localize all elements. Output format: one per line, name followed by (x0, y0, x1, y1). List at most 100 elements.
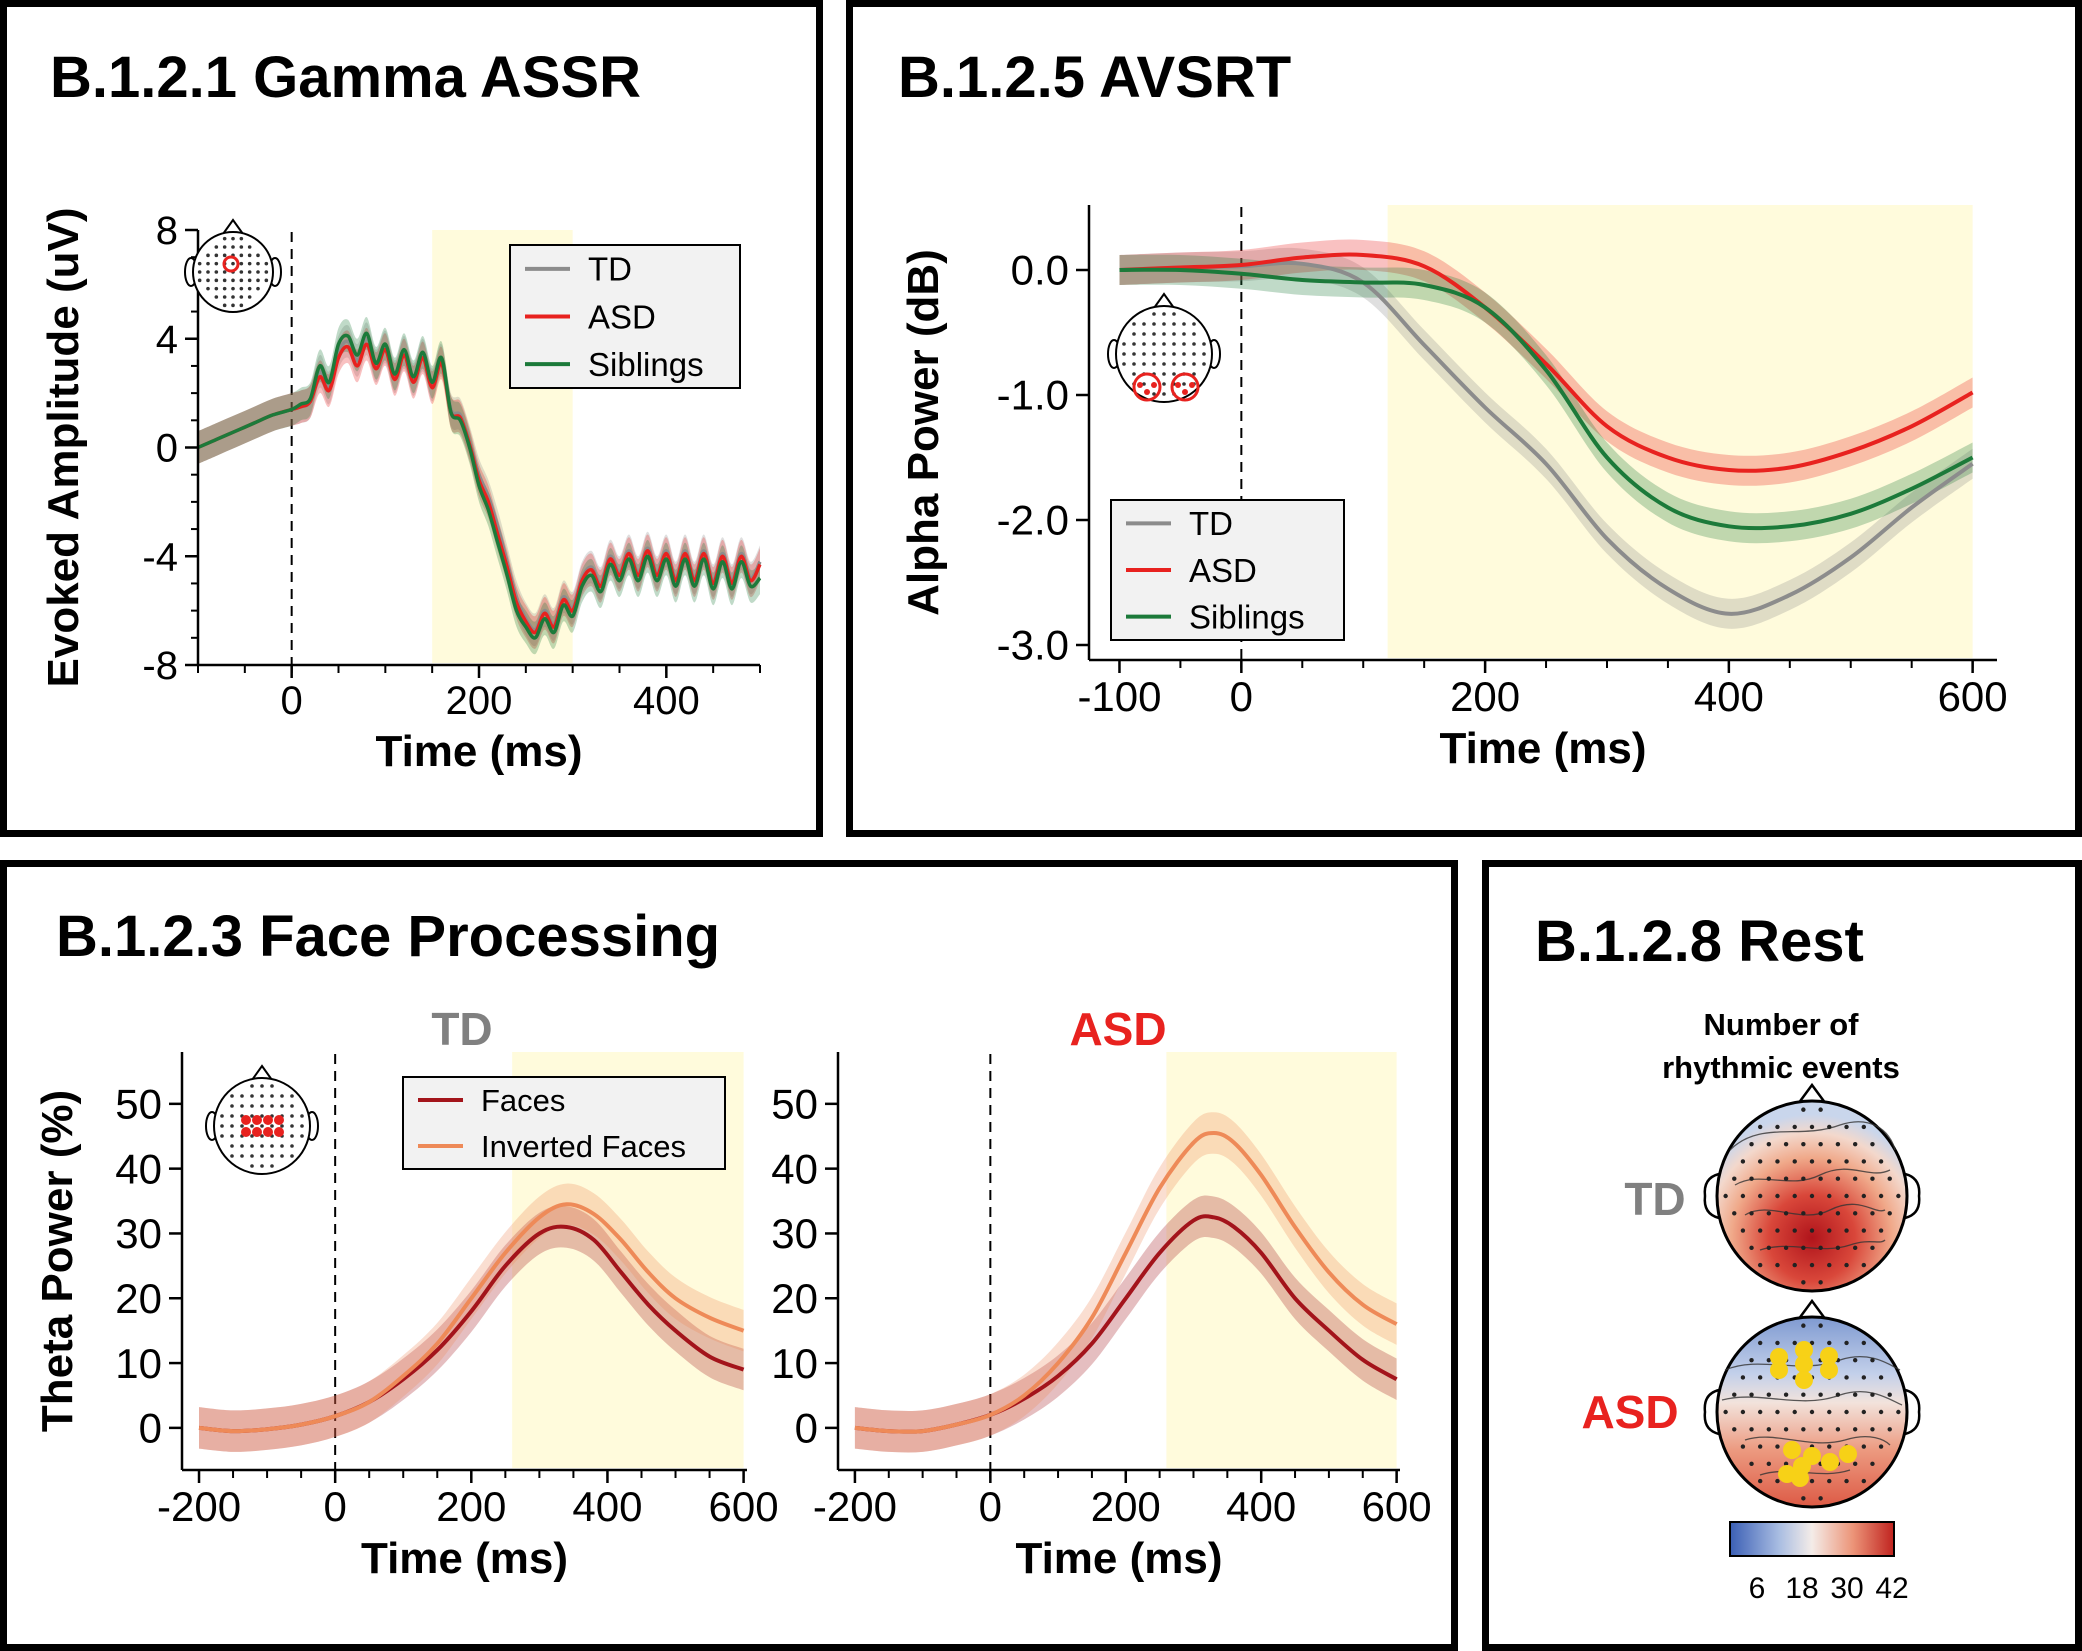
electrode-dot (1142, 332, 1146, 336)
electrode-dot (1870, 1392, 1875, 1397)
electrode-dot (250, 1144, 254, 1148)
electrode-dot (290, 1134, 294, 1138)
electrode-dot (1818, 1427, 1823, 1432)
selected-electrode-ring (222, 255, 240, 273)
electrode-dot (1792, 1409, 1797, 1415)
electrode-dot (250, 1114, 254, 1118)
y-tick-label: 20 (771, 1275, 818, 1322)
x-tick-label: 200 (446, 679, 513, 723)
significant-electrode (1821, 1453, 1839, 1471)
electrode-dot (1766, 1427, 1772, 1432)
electrode-dot (197, 270, 202, 274)
significant-electrode (1795, 1341, 1813, 1359)
selected-electrode (241, 1115, 251, 1125)
rest-subtitle-line2: rhythmic events (1662, 1050, 1900, 1085)
legend-label: Inverted Faces (481, 1129, 686, 1164)
x-tick-label: 400 (1694, 673, 1764, 720)
electrode-dot (220, 1114, 224, 1118)
electrode-dot (1749, 1141, 1754, 1147)
electrode-dot (1844, 1159, 1849, 1164)
significant-electrode (1783, 1441, 1801, 1459)
electrode-dot (260, 1134, 264, 1138)
electrode-dot (1775, 1444, 1780, 1449)
electrode-dot (1835, 1176, 1841, 1181)
contour-line (1744, 1436, 1891, 1446)
electrode-dot (1757, 1409, 1763, 1415)
nose (1153, 292, 1175, 309)
electrode-dot (1783, 1461, 1789, 1467)
electrode-dot (240, 1154, 244, 1158)
legend-box (402, 1076, 726, 1170)
electrode-dot (1766, 1357, 1772, 1363)
significant-electrode (1803, 1447, 1821, 1465)
legend-label: Siblings (1189, 599, 1305, 636)
electrode-dot (230, 1104, 234, 1108)
electrode-dot (290, 1144, 294, 1148)
electrode-dot (1732, 1211, 1737, 1216)
electrode-dot (280, 1124, 284, 1128)
electrode-dot (1757, 1193, 1763, 1199)
selected-electrode (274, 1115, 284, 1125)
rest-asd-topomap (1703, 1298, 1921, 1509)
electrode-dot (230, 1124, 234, 1128)
selected-electrode (263, 1115, 273, 1125)
electrode-dot (222, 270, 227, 274)
electrode-dot (1818, 1141, 1823, 1147)
x-axis-label: Time (ms) (375, 727, 582, 776)
electrode-dot (220, 1134, 224, 1138)
electrode-dot (222, 278, 227, 283)
electrode-dot (1878, 1444, 1884, 1449)
electrode-dot (1792, 1159, 1797, 1164)
electrode-dot (1809, 1262, 1815, 1268)
electrode-dot (1870, 1211, 1875, 1216)
electrode-dot (1827, 1193, 1832, 1199)
y-tick-label: 8 (156, 209, 178, 253)
electrode-dot (1835, 1211, 1841, 1216)
colorbar-tick: 30 (1830, 1572, 1863, 1605)
electrode-dot (1766, 1245, 1772, 1251)
electrode-dot (247, 286, 252, 291)
electrode-dot (1801, 1211, 1806, 1216)
electrode-dot (1870, 1461, 1875, 1467)
y-tick-label: 0 (139, 1405, 162, 1452)
electrode-dot (1202, 362, 1206, 366)
legend-label: Faces (481, 1083, 565, 1118)
x-tick-label: 400 (572, 1483, 642, 1530)
electrode-dot (206, 261, 210, 266)
legend: TD ASD Siblings (509, 244, 741, 389)
y-tick-label: -3.0 (997, 622, 1069, 669)
electrode-dot (1783, 1211, 1789, 1216)
electrode-dot (256, 286, 260, 291)
electrode-dot (1172, 332, 1176, 336)
electrode-dot (247, 270, 252, 274)
colorbar-tick: 6 (1749, 1572, 1766, 1605)
electrode-dot (1182, 332, 1186, 336)
electrode-dot (1861, 1444, 1867, 1449)
face-electrode-head-icon (205, 1064, 319, 1175)
electrode-dot (1809, 1340, 1815, 1346)
x-tick-label: -200 (157, 1483, 241, 1530)
electrode-dot (231, 261, 235, 266)
electrode-dot (239, 295, 244, 299)
x-tick-label: 400 (633, 679, 700, 723)
electrode-dot (1152, 352, 1156, 356)
electrode-dot (222, 253, 227, 258)
electrode-dot (1827, 1159, 1832, 1164)
electrode-dot (264, 270, 269, 274)
electrode-dot (1870, 1176, 1875, 1181)
electrode-dot (1792, 1340, 1797, 1346)
x-tick-label: 600 (1362, 1483, 1432, 1530)
electrode-dot (1152, 362, 1156, 366)
electrode-dot (1740, 1228, 1746, 1233)
face-asd-chart: -200 0 200 400 600 0 10 20 30 40 50 Time (ms) (771, 1052, 1432, 1583)
electrode-dot (250, 1154, 254, 1158)
electrode-dot (1182, 322, 1186, 326)
selected-electrode (1137, 382, 1143, 388)
electrode-dot (250, 1104, 254, 1108)
electrode-dot (1861, 1159, 1867, 1164)
y-tick-label: 40 (115, 1145, 162, 1192)
electrode-dot (1757, 1159, 1763, 1164)
electrode-dot (1835, 1427, 1841, 1432)
electrode-dot (1887, 1392, 1892, 1397)
y-tick-label: 30 (771, 1210, 818, 1257)
